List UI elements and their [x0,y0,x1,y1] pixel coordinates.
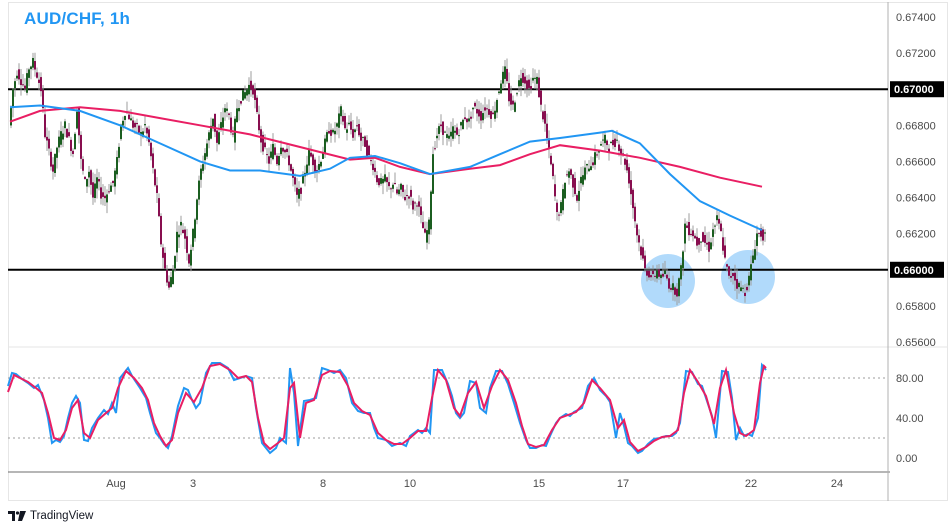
stochastic-d-line [7,362,767,453]
stochastic-k-line [7,362,767,455]
price-tick-label: 0.66600 [896,156,936,168]
time-tick-label: 15 [533,478,545,490]
chart-frame [8,2,948,501]
time-tick-label: 3 [190,478,196,490]
price-candles [10,52,766,306]
time-tick-label: 10 [404,478,416,490]
price-tags: 0.67000 0.66000 [890,81,944,278]
price-tick-label: 0.66400 [896,193,936,205]
moving-average-fast [9,104,763,232]
support-resistance-lines[interactable] [8,88,888,271]
time-axis[interactable]: Aug 3 8 10 15 17 22 24 [106,478,843,490]
support-price-tag [890,261,944,278]
moving-average-slow [9,106,763,188]
time-tick-label: 24 [831,478,843,490]
support-price-tag-label: 0.66000 [894,265,934,277]
price-tick-label: 0.66800 [896,120,936,132]
time-tick-label: 22 [745,478,757,490]
chart-title: AUD/CHF, 1h [24,9,131,28]
stochastic-tick-label: 0.00 [896,453,917,465]
tradingview-branding[interactable]: TradingView [8,510,93,522]
price-tick-label: 0.66200 [896,229,936,241]
stochastic-axis[interactable]: 80.00 40.00 0.00 [896,373,924,465]
resistance-price-tag-label: 0.67000 [894,84,934,96]
price-tick-label: 0.67200 [896,48,936,60]
price-tick-label: 0.65800 [896,301,936,313]
time-tick-label: 8 [320,478,326,490]
tradingview-logo-icon [8,511,26,521]
price-tick-label: 0.65600 [896,337,936,349]
time-tick-label: Aug [106,478,126,490]
stochastic-tick-label: 40.00 [896,413,924,425]
stochastic-tick-label: 80.00 [896,373,924,385]
stochastic-level-lines [8,377,888,439]
resistance-price-tag [890,81,944,98]
tradingview-label: TradingView [30,510,94,522]
time-tick-label: 17 [617,478,629,490]
price-axis[interactable]: 0.67400 0.67200 0.67000 0.66800 0.66600 0.664… [896,12,936,349]
price-tick-label: 0.67400 [896,12,936,24]
